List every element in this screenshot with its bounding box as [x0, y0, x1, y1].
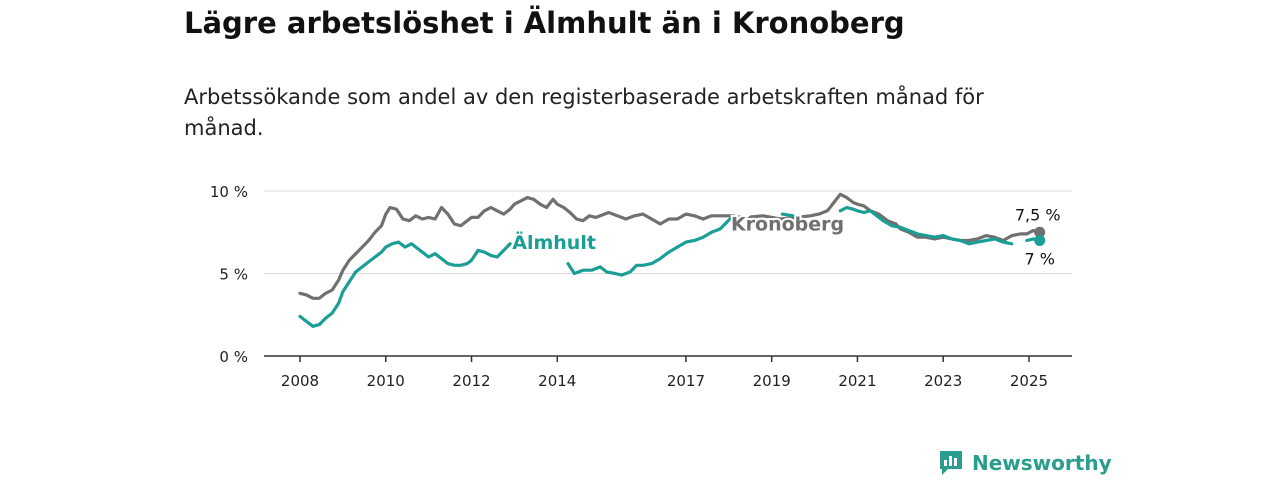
x-tick-label: 2021 — [838, 372, 876, 390]
newsworthy-logo: Newsworthy — [938, 449, 1112, 477]
newsworthy-wordmark: Newsworthy — [972, 451, 1112, 475]
end-point-almhult — [1034, 235, 1046, 246]
series-line-almhult — [298, 240, 512, 328]
series-label-almhult: Älmhult — [512, 230, 596, 254]
end-point-kronoberg — [1034, 226, 1046, 238]
series-line-almhult — [780, 212, 795, 218]
x-tick-label: 2014 — [538, 372, 576, 390]
series-line-almhult — [566, 214, 735, 277]
series-line-almhult — [838, 205, 1014, 246]
series-line-kronoberg — [298, 192, 1042, 300]
series-label-kronoberg: Kronoberg — [731, 214, 844, 236]
y-tick-label: 5 % — [219, 266, 248, 284]
x-tick-label: 2010 — [367, 372, 405, 390]
y-tick-label: 0 % — [219, 348, 248, 366]
y-tick-label: 10 % — [210, 183, 248, 201]
end-label-almhult: 7 % — [1024, 250, 1054, 269]
x-tick-label: 2008 — [281, 372, 319, 390]
x-tick-label: 2025 — [1010, 372, 1048, 390]
end-label-kronoberg: 7,5 % — [1015, 205, 1061, 224]
chart-subtitle: Arbetssökande som andel av den registerb… — [184, 85, 984, 140]
newsworthy-icon — [940, 451, 962, 475]
x-tick-label: 2017 — [667, 372, 705, 390]
x-tick-label: 2023 — [924, 372, 962, 390]
chart-title: Lägre arbetslöshet i Älmhult än i Kronob… — [184, 6, 905, 40]
x-tick-label: 2019 — [753, 372, 791, 390]
x-tick-label: 2012 — [452, 372, 490, 390]
